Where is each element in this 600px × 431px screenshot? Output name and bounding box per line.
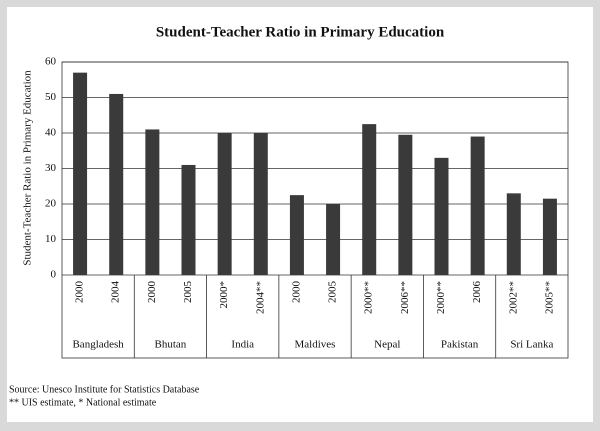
bar — [470, 136, 485, 275]
chart-title: Student-Teacher Ratio in Primary Educati… — [156, 24, 445, 40]
x-tick-label: 2004 — [110, 281, 122, 304]
bar — [398, 134, 413, 275]
bar — [362, 124, 377, 275]
y-axis-label: Student-Teacher Ratio in Primary Educati… — [22, 70, 34, 266]
bar — [253, 133, 268, 275]
x-tick-label: 2004** — [254, 281, 266, 314]
y-tick-label: 20 — [45, 198, 57, 210]
x-tick-label: 2005 — [182, 281, 194, 304]
y-tick-label: 50 — [45, 91, 57, 103]
source: Source: Unesco Institute for Statistics … — [9, 384, 200, 395]
y-tick-label: 0 — [51, 269, 57, 281]
bar — [289, 195, 304, 275]
y-tick-label: 40 — [45, 127, 57, 139]
bar — [542, 198, 557, 275]
x-tick-label: 2000** — [363, 281, 375, 314]
x-tick-label: 2002** — [507, 281, 519, 314]
group-label: Maldives — [295, 339, 336, 351]
group-label: Pakistan — [441, 339, 479, 351]
bar — [326, 204, 341, 275]
bar — [434, 157, 449, 275]
group-label: India — [231, 339, 254, 351]
plot-frame — [61, 61, 569, 359]
group-label: Bhutan — [155, 339, 187, 351]
x-tick-label: 2000 — [146, 281, 158, 304]
y-tick-label: 10 — [45, 233, 57, 245]
x-tick-label: 2006** — [399, 281, 411, 314]
bar — [181, 164, 196, 275]
x-tick-label: 2005 — [327, 281, 339, 304]
bar — [73, 72, 88, 276]
group-label: Nepal — [374, 339, 400, 351]
x-tick-label: 2000 — [290, 281, 302, 304]
group-label: Bangladesh — [72, 339, 124, 351]
x-tick-label: 2005** — [543, 281, 555, 314]
group-label: Sri Lanka — [510, 339, 553, 351]
bar — [217, 133, 232, 275]
x-tick-label: 2000** — [435, 281, 447, 314]
bar — [109, 93, 124, 275]
bar — [145, 129, 160, 275]
y-tick-label: 30 — [45, 162, 57, 174]
bar — [506, 193, 521, 275]
x-tick-label: 2000 — [74, 281, 86, 304]
x-tick-label: 2006 — [471, 281, 483, 304]
note: ** UIS estimate, * National estimate — [9, 397, 157, 408]
x-tick-label: 2000* — [218, 281, 230, 309]
y-tick-label: 60 — [45, 56, 57, 68]
